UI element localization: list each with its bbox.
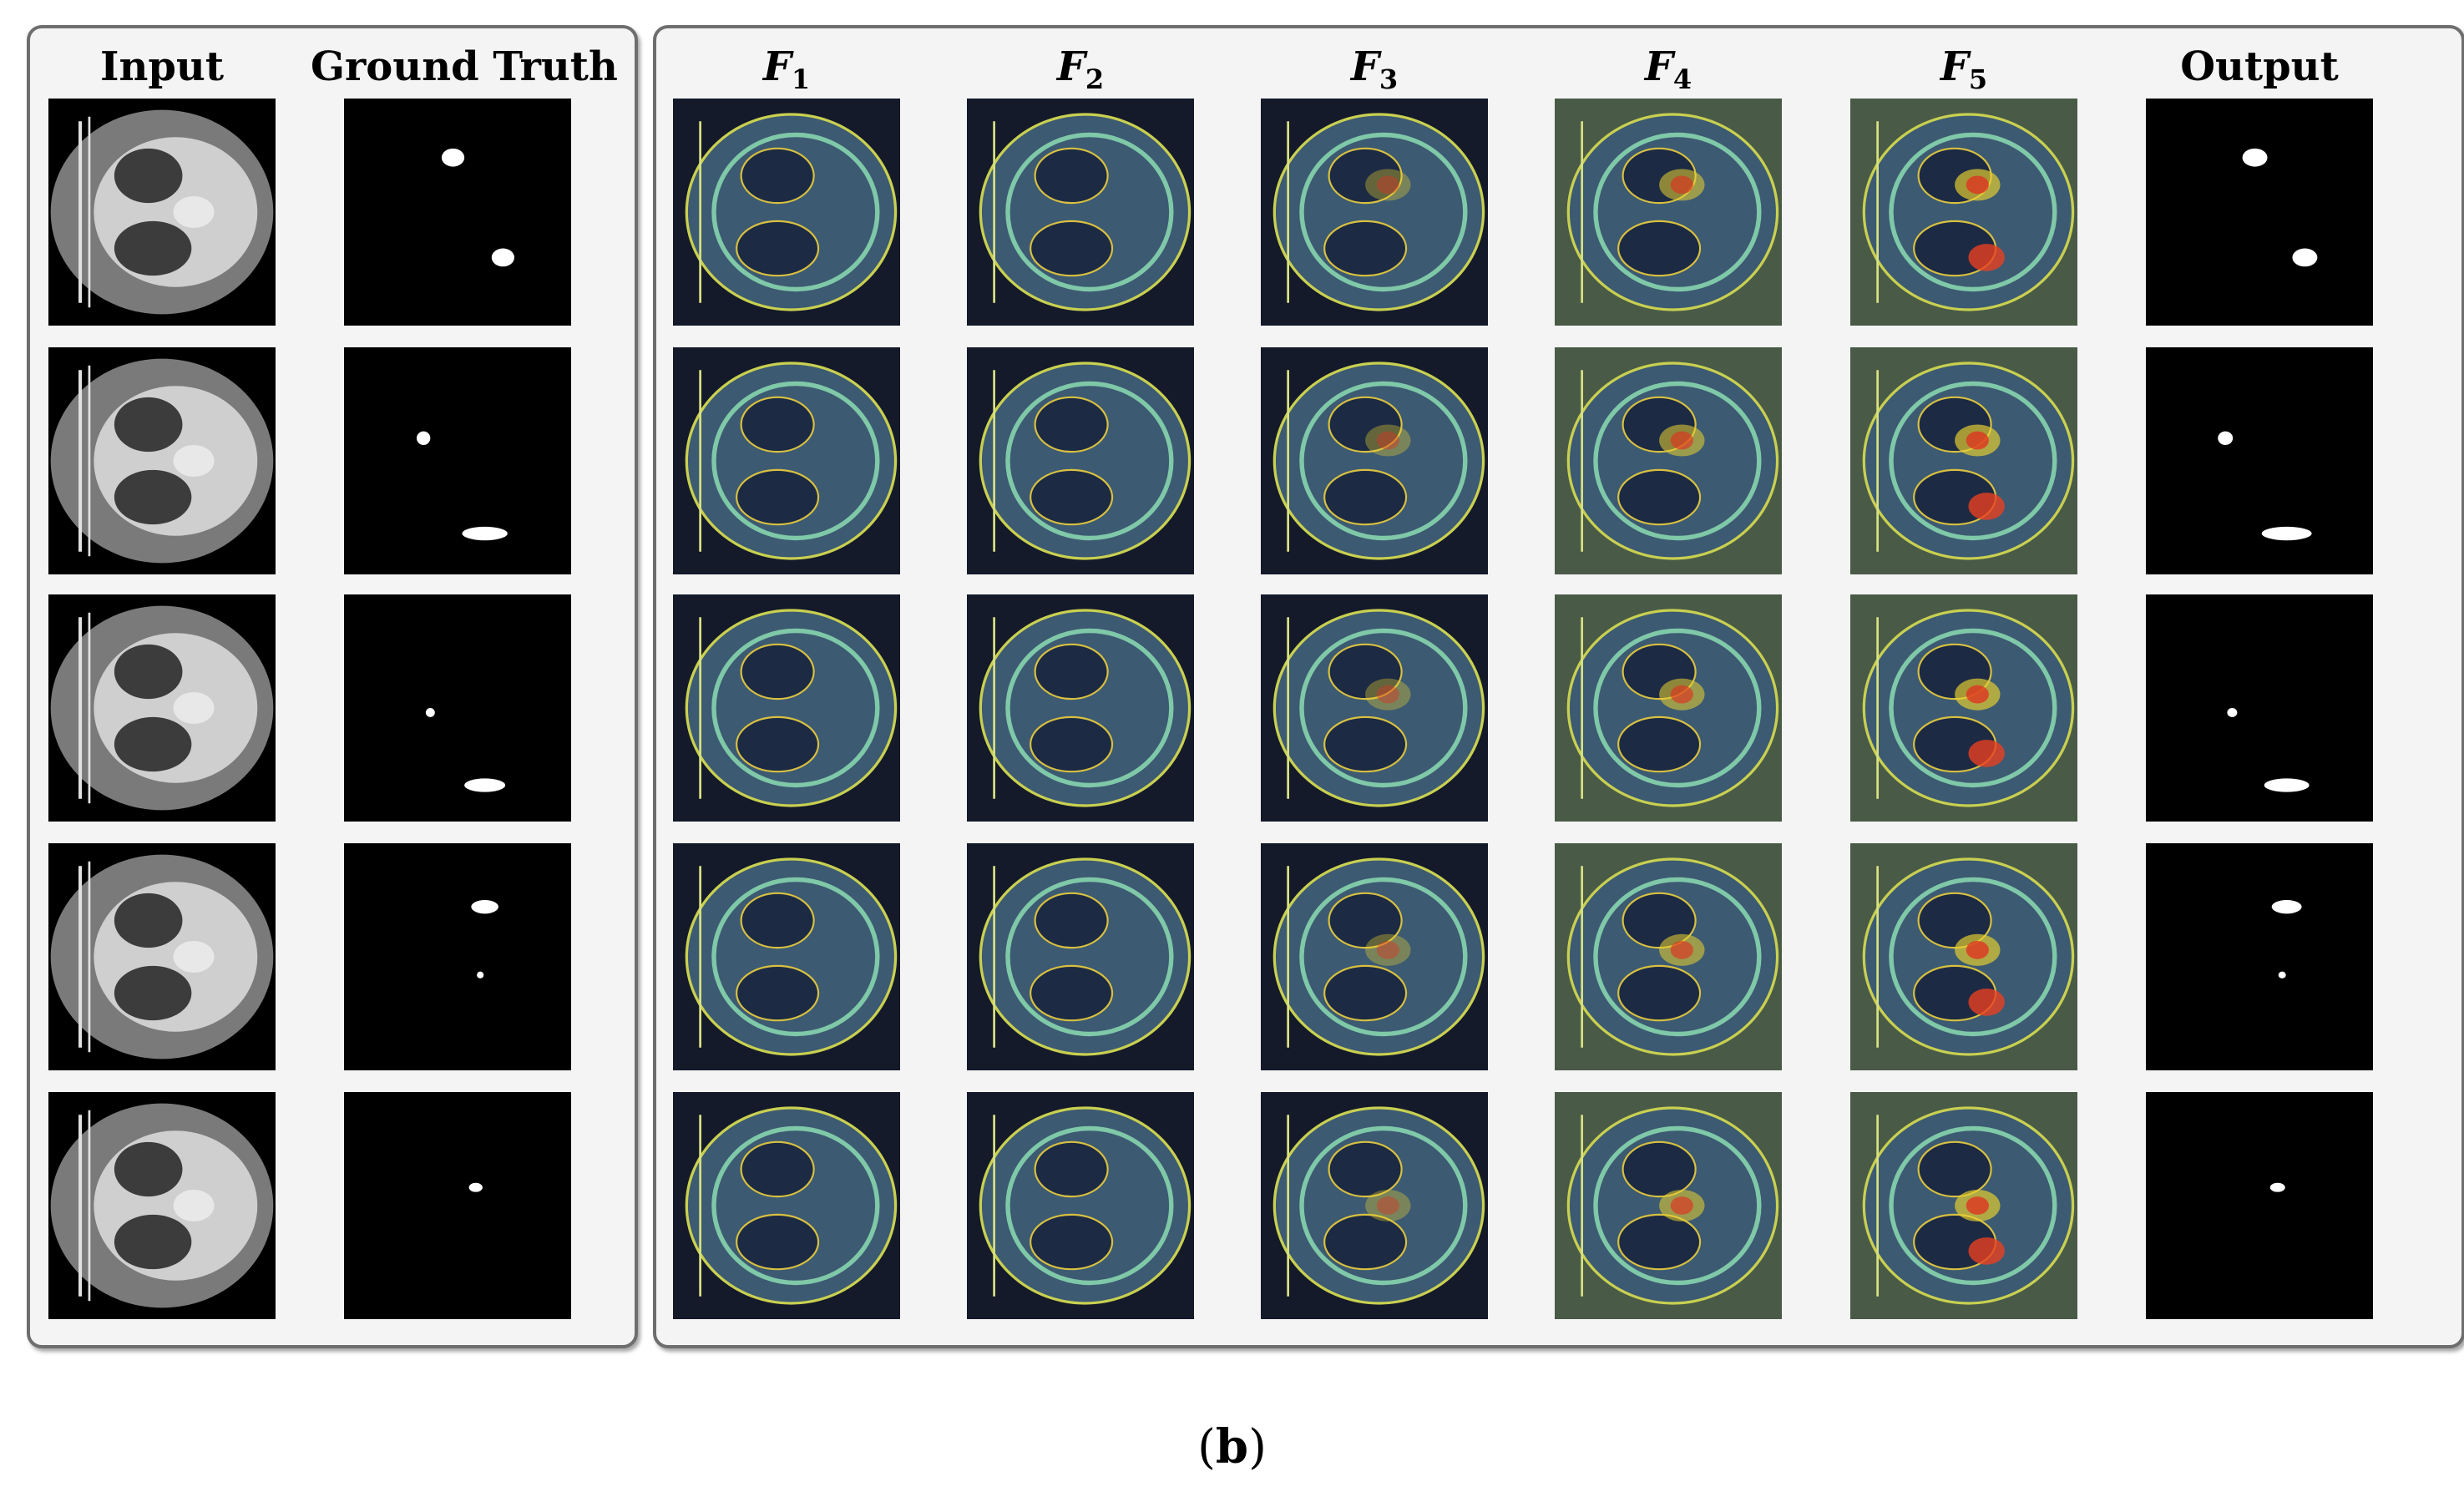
f4-image-row-4: [1555, 843, 1782, 1070]
column-header-f4: F4: [1644, 43, 1692, 95]
f4-image-row-2: [1555, 347, 1782, 574]
column-header-gt: Ground Truth: [311, 43, 618, 90]
f4-image-row-5: [1555, 1092, 1782, 1319]
f1-image-row-3: [673, 594, 900, 822]
f3-image-row-1: [1261, 99, 1488, 326]
gt-image-row-1: [344, 99, 571, 326]
f2-image-row-1: [967, 99, 1194, 326]
f5-image-row-5: [1850, 1092, 2077, 1319]
input-image-row-2: [48, 347, 276, 574]
f5-image-row-2: [1850, 347, 2077, 574]
column-header-output: Output: [2180, 43, 2339, 90]
input-image-row-3: [48, 594, 276, 822]
output-image-row-5: [2146, 1092, 2373, 1319]
gt-image-row-2: [344, 347, 571, 574]
f3-image-row-4: [1261, 843, 1488, 1070]
column-header-f3: F3: [1350, 43, 1399, 95]
f4-image-row-3: [1555, 594, 1782, 822]
f2-image-row-3: [967, 594, 1194, 822]
input-image-row-5: [48, 1092, 276, 1319]
f1-image-row-5: [673, 1092, 900, 1319]
figure-caption: (b): [1197, 1419, 1267, 1474]
f3-image-row-2: [1261, 347, 1488, 574]
gt-image-row-4: [344, 843, 571, 1070]
output-image-row-4: [2146, 843, 2373, 1070]
f2-image-row-5: [967, 1092, 1194, 1319]
f2-image-row-4: [967, 843, 1194, 1070]
column-header-input: Input: [100, 43, 224, 90]
f1-image-row-2: [673, 347, 900, 574]
output-image-row-1: [2146, 99, 2373, 326]
f3-image-row-5: [1261, 1092, 1488, 1319]
column-header-f1: F1: [762, 43, 811, 95]
f3-image-row-3: [1261, 594, 1488, 822]
f1-image-row-4: [673, 843, 900, 1070]
column-header-f5: F5: [1940, 43, 1988, 95]
input-image-row-1: [48, 99, 276, 326]
gt-image-row-5: [344, 1092, 571, 1319]
output-image-row-2: [2146, 347, 2373, 574]
f1-image-row-1: [673, 99, 900, 326]
input-image-row-4: [48, 843, 276, 1070]
f5-image-row-4: [1850, 843, 2077, 1070]
gt-image-row-3: [344, 594, 571, 822]
f5-image-row-3: [1850, 594, 2077, 822]
f5-image-row-1: [1850, 99, 2077, 326]
column-header-f2: F2: [1056, 43, 1105, 95]
f2-image-row-2: [967, 347, 1194, 574]
output-image-row-3: [2146, 594, 2373, 822]
f4-image-row-1: [1555, 99, 1782, 326]
